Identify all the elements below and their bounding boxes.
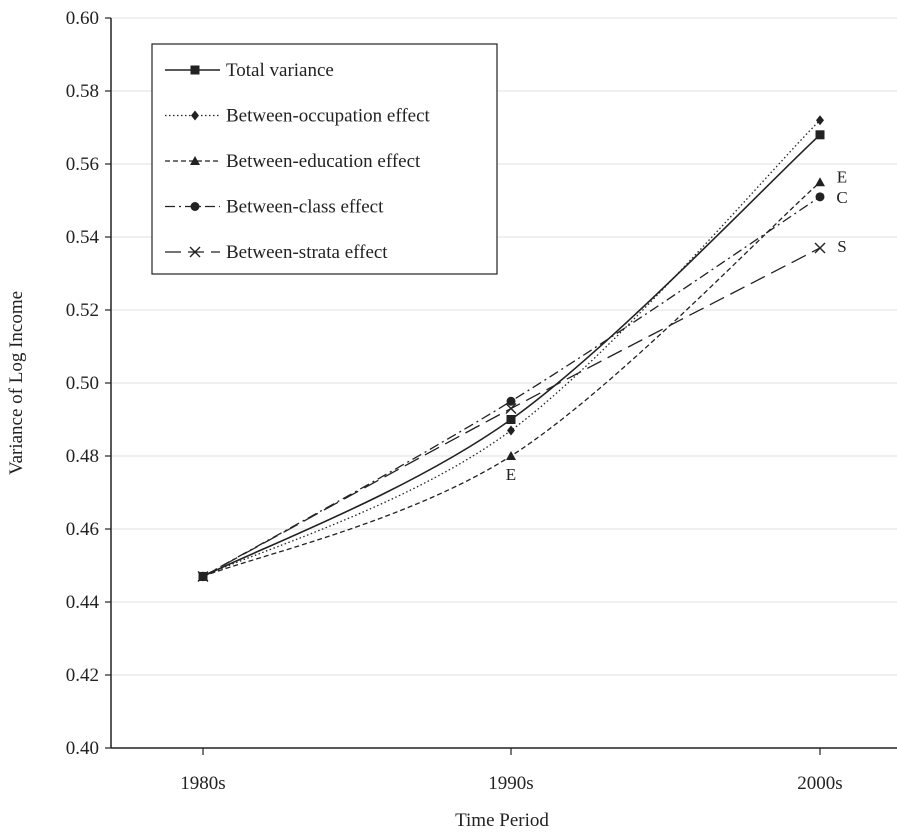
legend-label: Between-education effect [226, 151, 421, 172]
end-label: E [506, 465, 516, 484]
end-label: E [837, 167, 847, 186]
legend-marker [190, 156, 200, 165]
y-tick-label: 0.58 [66, 81, 99, 102]
series-line [202, 247, 821, 578]
y-tick-label: 0.48 [66, 446, 99, 467]
end-label: S [837, 237, 846, 256]
x-tick-label: 1980s [180, 773, 225, 794]
legend-marker [189, 246, 201, 258]
legend-label: Between-class effect [226, 197, 384, 218]
data-point [506, 396, 516, 406]
data-point [507, 425, 515, 436]
legend-marker [191, 110, 199, 121]
data-point [816, 115, 824, 126]
legend-label: Between-occupation effect [226, 106, 431, 127]
data-point [506, 415, 516, 424]
x-ticks: 1980s 1990s 2000s [180, 748, 843, 794]
series-line [202, 119, 821, 578]
data-point [197, 570, 209, 582]
series-lines [197, 115, 826, 582]
series-between-strata-effect [197, 242, 826, 582]
data-point [814, 242, 826, 254]
data-point [815, 192, 825, 202]
y-ticks: 0.40 0.42 0.44 0.46 0.48 0.50 0.52 0.54 0.56 0.58… [66, 8, 111, 759]
y-tick-label: 0.54 [66, 227, 100, 248]
y-tick-label: 0.44 [66, 592, 100, 613]
legend-marker [190, 65, 200, 75]
y-tick-label: 0.50 [66, 373, 99, 394]
y-tick-label: 0.40 [66, 738, 99, 759]
x-axis-title: Time Period [455, 810, 549, 831]
x-tick-label: 1990s [488, 773, 533, 794]
data-point [505, 403, 517, 415]
y-axis-title: Variance of Log Income [6, 291, 27, 475]
data-point [506, 451, 516, 460]
legend-box [151, 43, 498, 275]
end-label: C [836, 188, 847, 207]
legend-label: Total variance [226, 60, 334, 81]
y-tick-label: 0.46 [66, 519, 99, 540]
legend: Total variance Between-occupation effect B… [151, 43, 498, 275]
legend-marker [190, 202, 200, 211]
y-tick-label: 0.60 [66, 8, 99, 29]
data-point [815, 130, 825, 140]
data-point [815, 177, 825, 187]
legend-label: Between-strata effect [226, 242, 388, 263]
y-tick-label: 0.52 [66, 300, 99, 321]
y-tick-label: 0.42 [66, 665, 99, 686]
x-tick-label: 2000s [797, 773, 842, 794]
y-tick-label: 0.56 [66, 154, 99, 175]
